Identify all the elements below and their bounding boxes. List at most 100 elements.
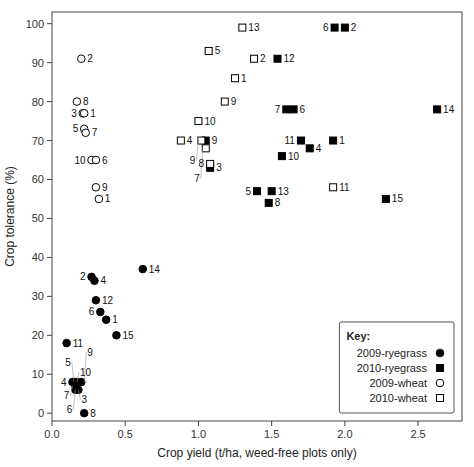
point bbox=[77, 55, 85, 63]
point-label: 12 bbox=[284, 53, 296, 64]
x-tick bbox=[418, 421, 419, 426]
x-tick-label: 2.0 bbox=[337, 428, 352, 440]
legend-entry: 2010-wheat bbox=[370, 392, 428, 404]
point-label: 10 bbox=[204, 116, 216, 127]
y-axis-label: Crop tolerance (%) bbox=[3, 166, 17, 267]
point-label: 1 bbox=[339, 135, 345, 146]
point-label: 6 bbox=[89, 306, 95, 317]
point-label: 1 bbox=[90, 108, 96, 119]
point-label: 4 bbox=[187, 135, 193, 146]
point-label: 9 bbox=[231, 96, 237, 107]
point-label: 4 bbox=[316, 143, 322, 154]
point-label: 7 bbox=[275, 104, 281, 115]
point bbox=[251, 55, 258, 62]
y-tick-label: 100 bbox=[26, 18, 44, 30]
point-label: 4 bbox=[100, 275, 106, 286]
point bbox=[75, 386, 83, 394]
point-label: 7 bbox=[194, 173, 200, 184]
x-tick-label: 2.5 bbox=[410, 428, 425, 440]
x-tick bbox=[271, 421, 272, 426]
point bbox=[297, 137, 304, 144]
x-tick bbox=[125, 421, 126, 426]
point bbox=[268, 188, 275, 195]
point-label: 8 bbox=[199, 158, 205, 169]
point-label: 9 bbox=[212, 135, 218, 146]
axes: 0.00.51.01.52.02.50102030405060708090100 bbox=[26, 12, 462, 440]
point bbox=[254, 188, 261, 195]
y-tick-label: 30 bbox=[32, 290, 44, 302]
y-tick-label: 0 bbox=[38, 407, 44, 419]
label-leader bbox=[70, 386, 72, 396]
point-label: 13 bbox=[278, 186, 290, 197]
x-tick-label: 1.5 bbox=[264, 428, 279, 440]
plot-frame bbox=[52, 12, 462, 421]
point-label: 11 bbox=[73, 338, 84, 349]
series bbox=[202, 24, 440, 206]
point bbox=[306, 145, 313, 152]
legend-entry: 2010-ryegrass bbox=[357, 362, 428, 374]
point bbox=[91, 277, 99, 285]
point-label: 9 bbox=[190, 155, 196, 166]
point-label: 10 bbox=[80, 367, 92, 378]
point-label: 8 bbox=[83, 96, 89, 107]
point-label: 2 bbox=[87, 53, 93, 64]
y-tick-label: 40 bbox=[32, 251, 44, 263]
point-label: 8 bbox=[275, 197, 281, 208]
y-tick bbox=[47, 140, 52, 141]
x-tick bbox=[344, 421, 345, 426]
point-label: 11 bbox=[285, 135, 296, 146]
x-tick bbox=[198, 421, 199, 426]
point bbox=[92, 296, 100, 304]
point bbox=[434, 106, 441, 113]
point bbox=[274, 55, 281, 62]
y-tick-label: 80 bbox=[32, 96, 44, 108]
label-leader bbox=[73, 390, 75, 410]
series bbox=[73, 55, 103, 203]
point bbox=[232, 75, 239, 82]
point-label: 7 bbox=[92, 127, 98, 138]
y-tick bbox=[47, 335, 52, 336]
point bbox=[382, 195, 389, 202]
y-tick bbox=[47, 179, 52, 180]
point bbox=[80, 409, 88, 417]
point bbox=[80, 109, 88, 117]
point-label: 2 bbox=[260, 53, 266, 64]
legend-entry: 2009-wheat bbox=[370, 377, 428, 389]
point bbox=[77, 378, 85, 386]
series bbox=[177, 24, 336, 191]
legend: Key:2009-ryegrass2010-ryegrass2009-wheat… bbox=[339, 322, 454, 413]
point-label: 14 bbox=[443, 104, 455, 115]
point-label: 1 bbox=[112, 314, 118, 325]
legend-entry: 2009-ryegrass bbox=[357, 347, 428, 359]
point-label: 3 bbox=[216, 162, 222, 173]
y-tick bbox=[47, 257, 52, 258]
series bbox=[63, 265, 147, 417]
point-label: 15 bbox=[122, 330, 134, 341]
point bbox=[113, 332, 121, 340]
y-tick-label: 70 bbox=[32, 135, 44, 147]
point bbox=[198, 137, 205, 144]
point-label: 2 bbox=[351, 22, 357, 33]
point bbox=[283, 106, 290, 113]
legend-symbol bbox=[437, 365, 444, 372]
y-tick bbox=[47, 374, 52, 375]
point-label: 5 bbox=[73, 123, 79, 134]
point bbox=[330, 184, 337, 191]
points bbox=[63, 24, 441, 417]
point bbox=[195, 118, 202, 125]
x-axis-label: Crop yield (t/ha, weed-free plots only) bbox=[157, 446, 356, 460]
point bbox=[102, 316, 110, 324]
point-label: 1 bbox=[241, 73, 247, 84]
point-label: 7 bbox=[64, 390, 70, 401]
y-tick bbox=[47, 23, 52, 24]
label-leaders bbox=[70, 141, 202, 410]
point bbox=[205, 47, 212, 54]
y-tick bbox=[47, 218, 52, 219]
y-tick-label: 50 bbox=[32, 212, 44, 224]
point bbox=[139, 265, 147, 273]
legend-symbol bbox=[436, 349, 444, 357]
point bbox=[239, 24, 246, 31]
x-tick bbox=[52, 421, 53, 426]
legend-symbol bbox=[437, 395, 444, 402]
point bbox=[73, 98, 81, 106]
